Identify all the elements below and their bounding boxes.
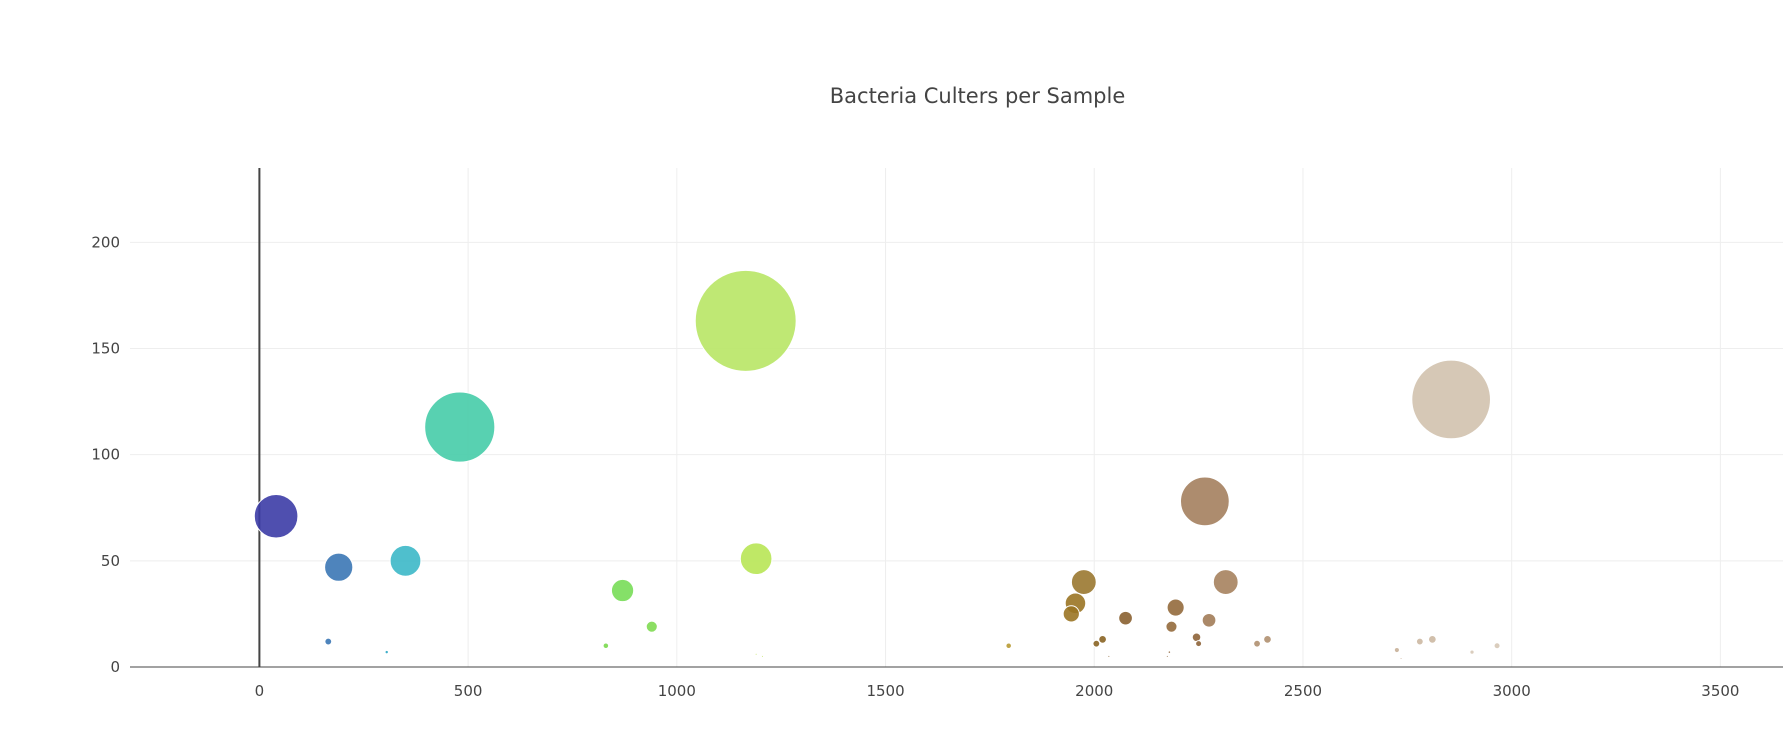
bubble-point[interactable] — [1195, 640, 1203, 648]
bubble-point[interactable] — [1399, 657, 1403, 661]
bubble-point[interactable] — [694, 269, 797, 372]
bubble-point[interactable] — [610, 578, 635, 603]
bubble-point[interactable] — [645, 620, 658, 633]
bubble-point[interactable] — [1098, 635, 1107, 644]
bubble-point[interactable] — [1201, 612, 1217, 628]
bubble-point[interactable] — [1165, 654, 1169, 658]
y-tick-label: 200 — [91, 233, 120, 251]
bubble-point[interactable] — [1167, 650, 1172, 654]
bubble-point[interactable] — [760, 654, 764, 658]
x-tick-label: 1500 — [866, 682, 904, 700]
x-tick-label: 3000 — [1493, 682, 1531, 700]
bubble-point[interactable] — [1107, 654, 1111, 658]
bubble-point[interactable] — [384, 649, 389, 655]
bubble-point[interactable] — [1005, 642, 1012, 650]
bubble-point[interactable] — [1166, 598, 1185, 617]
bubble-point[interactable] — [324, 637, 333, 646]
grid-lines — [130, 168, 1783, 667]
bubble-point[interactable] — [1253, 639, 1261, 648]
bubble-point[interactable] — [1411, 359, 1491, 440]
bubble-point[interactable] — [1393, 646, 1400, 654]
x-tick-label: 0 — [255, 682, 265, 700]
bubble-point[interactable] — [253, 493, 299, 539]
bubble-point[interactable] — [1428, 635, 1437, 644]
y-tick-label: 150 — [91, 339, 120, 357]
bubble-point[interactable] — [424, 391, 496, 463]
x-tick-label: 500 — [454, 682, 483, 700]
bubble-point[interactable] — [324, 552, 354, 582]
y-tick-label: 100 — [91, 446, 120, 464]
bubble-point[interactable] — [389, 544, 422, 577]
bubble-point[interactable] — [739, 542, 773, 576]
bubble-point[interactable] — [1212, 569, 1239, 595]
bubble-point[interactable] — [1070, 569, 1097, 595]
bubble-point[interactable] — [1165, 620, 1178, 633]
y-tick-label: 50 — [101, 552, 120, 570]
bubble-point[interactable] — [1092, 639, 1101, 648]
x-tick-label: 2000 — [1075, 682, 1113, 700]
bubble-point[interactable] — [602, 642, 610, 650]
x-tick-label: 3500 — [1701, 682, 1739, 700]
x-tick-label: 2500 — [1284, 682, 1322, 700]
bubble-point[interactable] — [1062, 605, 1080, 623]
x-tick-label: 1000 — [658, 682, 696, 700]
bubble-point[interactable] — [1118, 610, 1133, 626]
bubble-point[interactable] — [754, 652, 758, 656]
bubbles — [253, 269, 1501, 661]
bubble-point[interactable] — [1191, 632, 1202, 643]
bubble-point[interactable] — [1469, 649, 1475, 655]
bubble-point[interactable] — [1263, 635, 1272, 644]
chart-title: Bacteria Culters per Sample — [829, 84, 1126, 108]
bubble-point[interactable] — [1493, 642, 1501, 650]
bubble-point[interactable] — [1415, 637, 1424, 646]
bubble-point[interactable] — [1179, 476, 1230, 527]
y-tick-label: 0 — [110, 658, 120, 676]
